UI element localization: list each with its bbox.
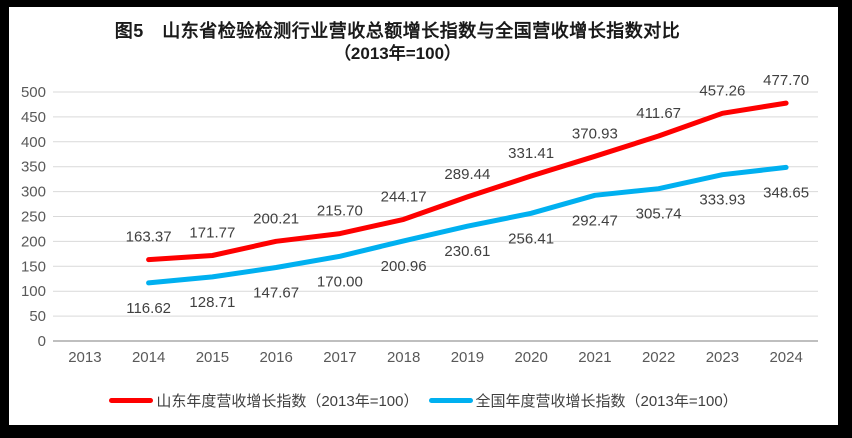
chart-title-line1: 图5 山东省检验检测行业营收总额增长指数与全国营收增长指数对比 xyxy=(114,21,681,41)
data-label: 477.70 xyxy=(763,72,809,89)
y-axis-tick-label: 450 xyxy=(21,109,46,126)
data-label: 147.67 xyxy=(253,284,299,301)
x-axis-tick-label: 2018 xyxy=(387,349,420,366)
legend-item: 全国年度营收增长指数（2013年=100） xyxy=(428,390,738,411)
data-label: 370.93 xyxy=(572,125,618,142)
data-label: 200.96 xyxy=(381,258,427,275)
x-axis-tick-label: 2020 xyxy=(514,349,547,366)
data-label: 170.00 xyxy=(317,273,363,290)
data-label: 200.21 xyxy=(253,210,299,227)
y-axis-tick-label: 400 xyxy=(21,134,46,151)
y-axis-tick-label: 0 xyxy=(38,333,46,350)
y-axis-tick-label: 500 xyxy=(21,84,46,101)
x-axis-tick-label: 2022 xyxy=(642,349,675,366)
y-axis-tick-label: 300 xyxy=(21,184,46,201)
y-axis-tick-label: 350 xyxy=(21,159,46,176)
data-label: 116.62 xyxy=(126,300,171,317)
y-axis-tick-label: 150 xyxy=(21,258,46,275)
x-axis-tick-label: 2019 xyxy=(451,349,484,366)
legend-label: 全国年度营收增长指数（2013年=100） xyxy=(475,393,738,410)
data-label: 244.17 xyxy=(381,188,427,205)
data-label: 333.93 xyxy=(699,192,745,209)
data-label: 292.47 xyxy=(572,212,618,229)
data-label: 289.44 xyxy=(444,166,490,183)
legend-label: 山东年度营收增长指数（2013年=100） xyxy=(156,393,419,410)
chart-legend: 山东年度营收增长指数（2013年=100） 全国年度营收增长指数（2013年=10… xyxy=(9,390,838,411)
data-label: 215.70 xyxy=(317,203,363,220)
data-label: 457.26 xyxy=(699,82,745,99)
chart-title: 图5 山东省检验检测行业营收总额增长指数与全国营收增长指数对比 （2013年=1… xyxy=(0,19,812,65)
data-label: 171.77 xyxy=(189,224,235,241)
x-axis-tick-label: 2021 xyxy=(578,349,611,366)
legend-item: 山东年度营收增长指数（2013年=100） xyxy=(109,390,419,411)
y-axis-tick-label: 50 xyxy=(29,308,46,325)
series-line xyxy=(146,100,789,263)
chart-canvas: 图5 山东省检验检测行业营收总额增长指数与全国营收增长指数对比 （2013年=1… xyxy=(9,7,838,425)
data-label: 128.71 xyxy=(189,294,235,311)
legend-line-swatch xyxy=(109,398,154,403)
x-axis-tick-label: 2024 xyxy=(769,349,802,366)
data-label: 305.74 xyxy=(636,206,682,223)
chart-title-line2: （2013年=100） xyxy=(333,44,462,63)
data-label: 411.67 xyxy=(636,105,681,122)
x-axis-tick-label: 2013 xyxy=(68,349,101,366)
data-label: 331.41 xyxy=(508,145,554,162)
data-label: 230.61 xyxy=(444,243,490,260)
y-axis-tick-label: 100 xyxy=(21,283,46,300)
y-axis-tick-label: 250 xyxy=(21,209,46,226)
data-label: 163.37 xyxy=(126,229,172,246)
series-line xyxy=(146,164,789,286)
legend-line-swatch xyxy=(428,398,473,403)
x-axis-tick-label: 2016 xyxy=(259,349,292,366)
x-axis-tick-label: 2023 xyxy=(706,349,739,366)
x-axis-tick-label: 2015 xyxy=(196,349,229,366)
x-axis-tick-label: 2014 xyxy=(132,349,165,366)
y-axis-tick-label: 200 xyxy=(21,233,46,250)
x-axis-tick-label: 2017 xyxy=(323,349,356,366)
data-label: 348.65 xyxy=(763,184,809,201)
data-label: 256.41 xyxy=(508,230,554,247)
line-chart-plot: 0 50 100 150 200 250 300 350 400 450 500 2013 2014 20… xyxy=(21,72,818,366)
